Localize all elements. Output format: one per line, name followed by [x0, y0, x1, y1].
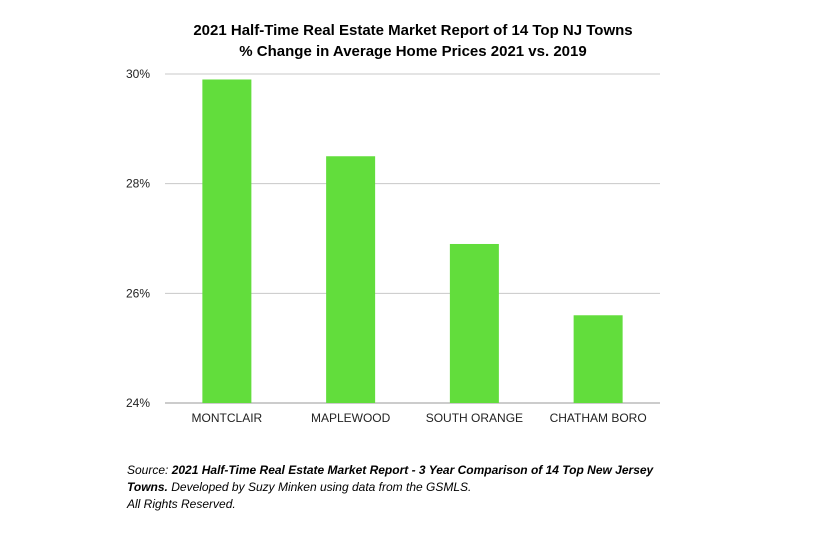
- bar: [326, 156, 376, 403]
- y-tick-label: 28%: [126, 177, 150, 191]
- x-tick-label: SOUTH ORANGE: [426, 411, 523, 425]
- x-tick-label: MONTCLAIR: [192, 411, 263, 425]
- y-tick-label: 30%: [126, 67, 150, 81]
- x-tick-label: MAPLEWOOD: [311, 411, 391, 425]
- bar: [449, 243, 499, 403]
- chart-title: 2021 Half-Time Real Estate Market Report…: [193, 22, 633, 39]
- x-tick-label: CHATHAM BORO: [550, 411, 647, 425]
- bar: [573, 315, 623, 403]
- source-note: Source: 2021 Half-Time Real Estate Marke…: [127, 462, 687, 513]
- source-description: Developed by Suzy Minken using data from…: [167, 480, 472, 494]
- source-report-name: 2021 Half-Time Real Estate Market Report…: [127, 463, 654, 494]
- y-tick-label: 26%: [126, 286, 150, 300]
- y-tick-label: 24%: [126, 396, 150, 410]
- source-prefix: Source:: [127, 463, 172, 477]
- chart-title-block: 2021 Half-Time Real Estate Market Report…: [0, 20, 816, 62]
- source-rights: All Rights Reserved.: [127, 497, 236, 511]
- bar: [202, 79, 252, 403]
- chart-subtitle: % Change in Average Home Prices 2021 vs.…: [239, 43, 587, 60]
